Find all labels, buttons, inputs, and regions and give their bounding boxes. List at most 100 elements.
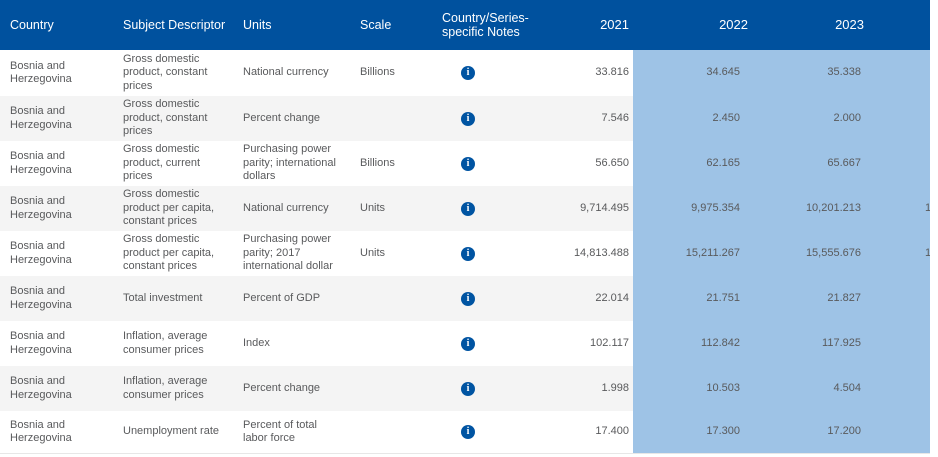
column-header-country: Country (10, 18, 54, 32)
subject-descriptor-cell: Gross domestic product per capita, const… (123, 233, 215, 273)
column-header-2023: 2023 (835, 17, 864, 32)
units-cell: Purchasing power parity; 2017 internatio… (243, 233, 333, 273)
value-2021-cell: 22.014 (595, 291, 629, 304)
scale-cell: Billions (360, 156, 395, 169)
country-cell: Bosnia and Herzegovina (10, 418, 72, 445)
info-icon[interactable]: i (461, 156, 475, 171)
scale-cell (355, 411, 437, 453)
info-icon[interactable]: i (461, 111, 475, 126)
value-2022-cell: 10.503 (633, 366, 755, 411)
value-2022-cell: 112.842 (633, 321, 755, 366)
table-body: Bosnia and Herzegovina Gross domestic pr… (0, 50, 930, 453)
scale-cell (355, 321, 437, 366)
column-header-next-year-cut (877, 0, 930, 50)
country-cell: Bosnia and Herzegovina (10, 195, 72, 221)
value-2021-cell: 17.400 (595, 425, 629, 438)
value-next-year-cell-cut (877, 50, 930, 96)
info-icon[interactable]: i (461, 201, 475, 216)
units-cell: Percent of GDP (243, 291, 321, 304)
value-2022-cell: 15,211.267 (633, 231, 755, 276)
country-cell: Bosnia and Herzegovina (10, 240, 72, 266)
value-2021-cell: 14,813.488 (573, 246, 629, 259)
notes-cell: i (437, 141, 540, 186)
value-2023-cell: 117.925 (755, 321, 877, 366)
units-cell: Purchasing power parity; international d… (243, 143, 336, 183)
table-row: Bosnia and Herzegovina Gross domestic pr… (0, 96, 930, 141)
scale-cell: Units (360, 201, 386, 214)
table-row: Bosnia and Herzegovina Inflation, averag… (0, 366, 930, 411)
value-2023-cell: 17.200 (755, 411, 877, 453)
table-row: Bosnia and Herzegovina Gross domestic pr… (0, 186, 930, 231)
value-next-year-cell-cut: 1 (877, 186, 930, 231)
notes-cell: i (437, 321, 540, 366)
value-next-year-cell-cut (877, 96, 930, 141)
value-2021-cell: 1.998 (601, 381, 629, 394)
units-cell: National currency (243, 66, 329, 79)
country-cell: Bosnia and Herzegovina (10, 59, 72, 86)
table-row: Bosnia and Herzegovina Total investment … (0, 276, 930, 321)
table-row: Bosnia and Herzegovina Unemployment rate… (0, 411, 930, 453)
column-header-units: Units (243, 18, 272, 32)
country-cell: Bosnia and Herzegovina (10, 375, 72, 401)
subject-descriptor-cell: Unemployment rate (123, 425, 219, 438)
value-next-year-cell-cut (877, 411, 930, 453)
value-next-year-cell-cut (877, 276, 930, 321)
value-next-year-cell-cut: 1 (877, 231, 930, 276)
value-2022-cell: 34.645 (633, 50, 755, 96)
notes-cell: i (437, 186, 540, 231)
info-icon[interactable]: i (461, 381, 475, 396)
table-row: Bosnia and Herzegovina Gross domestic pr… (0, 50, 930, 96)
value-2022-cell: 17.300 (633, 411, 755, 453)
table-header-row: Country Subject Descriptor Units Scale C… (0, 0, 930, 50)
scale-cell (355, 96, 437, 141)
header-right-gap (930, 0, 938, 50)
scale-cell (355, 366, 437, 411)
scale-cell (355, 276, 437, 321)
column-header-2022: 2022 (719, 17, 748, 32)
units-cell: National currency (243, 201, 329, 214)
value-2021-cell: 56.650 (595, 156, 629, 169)
info-icon[interactable]: i (461, 66, 475, 80)
column-header-notes: Country/Series-specific Notes (442, 11, 529, 39)
value-2023-cell: 21.827 (755, 276, 877, 321)
value-2022-cell: 21.751 (633, 276, 755, 321)
notes-cell: i (437, 96, 540, 141)
country-cell: Bosnia and Herzegovina (10, 285, 72, 311)
notes-cell: i (437, 411, 540, 453)
units-cell: Percent change (243, 381, 321, 394)
subject-descriptor-cell: Inflation, average consumer prices (123, 375, 208, 401)
subject-descriptor-cell: Total investment (123, 291, 203, 304)
units-cell: Percent of total labor force (243, 418, 317, 445)
scale-cell: Billions (360, 66, 395, 79)
info-icon[interactable]: i (461, 246, 475, 261)
info-icon[interactable]: i (461, 425, 475, 439)
info-icon[interactable]: i (461, 291, 475, 306)
table-row: Bosnia and Herzegovina Inflation, averag… (0, 321, 930, 366)
column-header-subject-descriptor: Subject Descriptor (123, 18, 226, 32)
value-2022-cell: 2.450 (633, 96, 755, 141)
subject-descriptor-cell: Gross domestic product, current prices (123, 143, 201, 183)
value-2021-cell: 33.816 (595, 66, 629, 79)
subject-descriptor-cell: Gross domestic product per capita, const… (123, 188, 215, 228)
value-2021-cell: 9,714.495 (580, 201, 629, 214)
value-2023-cell: 2.000 (755, 96, 877, 141)
value-2022-cell: 9,975.354 (633, 186, 755, 231)
country-cell: Bosnia and Herzegovina (10, 330, 72, 356)
value-next-year-cell-cut (877, 321, 930, 366)
country-cell: Bosnia and Herzegovina (10, 150, 72, 176)
country-cell: Bosnia and Herzegovina (10, 105, 72, 131)
notes-cell: i (437, 231, 540, 276)
value-2023-cell: 4.504 (755, 366, 877, 411)
info-icon[interactable]: i (461, 336, 475, 351)
value-2023-cell: 65.667 (755, 141, 877, 186)
notes-cell: i (437, 366, 540, 411)
table-bottom-border (0, 453, 930, 454)
value-next-year-cell-cut (877, 141, 930, 186)
value-2023-cell: 35.338 (755, 50, 877, 96)
notes-cell: i (437, 276, 540, 321)
table-row: Bosnia and Herzegovina Gross domestic pr… (0, 231, 930, 276)
value-2021-cell: 7.546 (601, 111, 629, 124)
scale-cell: Units (360, 246, 386, 259)
